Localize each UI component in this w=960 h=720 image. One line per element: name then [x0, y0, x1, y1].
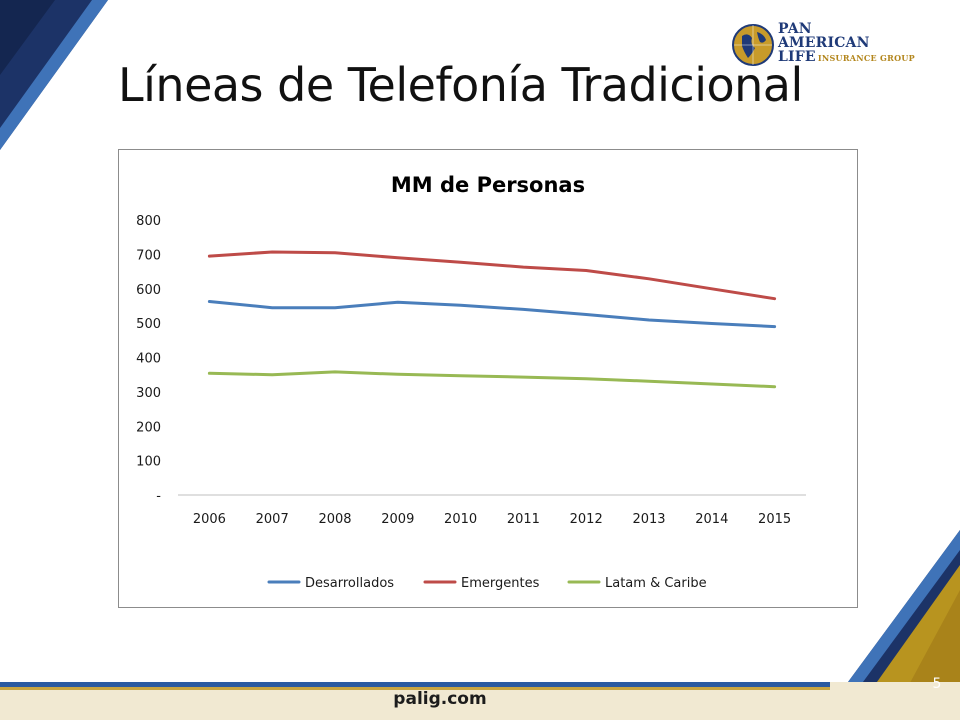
logo-line-2: AMERICAN: [778, 35, 870, 51]
logo-subtitle: INSURANCE GROUP: [817, 53, 915, 63]
x-tick-label: 2006: [193, 512, 226, 527]
line-chart: MM de Personas - 100 200 300 400 500 600 700 800…: [136, 173, 806, 591]
corner-decoration-top-left: [0, 0, 108, 150]
series-line-2: [207, 250, 777, 301]
y-tick-label: 700: [136, 248, 161, 263]
x-tick-label: 2009: [381, 512, 414, 527]
page-number: 5: [932, 676, 942, 692]
legend-label-1: Desarrollados: [305, 576, 394, 591]
y-tick-label: 800: [136, 214, 161, 229]
y-tick-label: 500: [136, 317, 161, 332]
footer-band: [0, 682, 960, 720]
y-tick-label: 600: [136, 283, 161, 298]
x-tick-label: 2015: [758, 512, 791, 527]
y-tick-label: 100: [136, 455, 161, 470]
series-line-3: [207, 370, 777, 389]
footer-website[interactable]: palig.com: [393, 689, 487, 709]
x-tick-label: 2007: [256, 512, 289, 527]
x-tick-label: 2008: [318, 512, 351, 527]
logo-line-1: PAN: [778, 21, 812, 37]
company-logo: PAN AMERICAN LIFE INSURANCE GROUP: [728, 20, 918, 70]
y-tick-label: 200: [136, 420, 161, 435]
slide-title: Líneas de Telefonía Tradicional: [118, 58, 803, 112]
series-line-1: [207, 300, 777, 329]
legend-label-2: Emergentes: [461, 576, 540, 591]
chart-frame: MM de Personas - 100 200 300 400 500 600 700 800…: [118, 149, 858, 608]
x-tick-label: 2010: [444, 512, 477, 527]
chart-title: MM de Personas: [391, 173, 585, 197]
y-tick-label: -: [156, 489, 161, 504]
legend-label-3: Latam & Caribe: [605, 576, 707, 591]
logo-line-3: LIFE INSURANCE GROUP: [778, 49, 915, 65]
x-tick-label: 2012: [570, 512, 603, 527]
x-tick-label: 2011: [507, 512, 540, 527]
globe-icon: [732, 24, 774, 66]
x-tick-label: 2013: [632, 512, 665, 527]
y-tick-label: 300: [136, 386, 161, 401]
x-tick-label: 2014: [695, 512, 728, 527]
y-tick-label: 400: [136, 352, 161, 367]
